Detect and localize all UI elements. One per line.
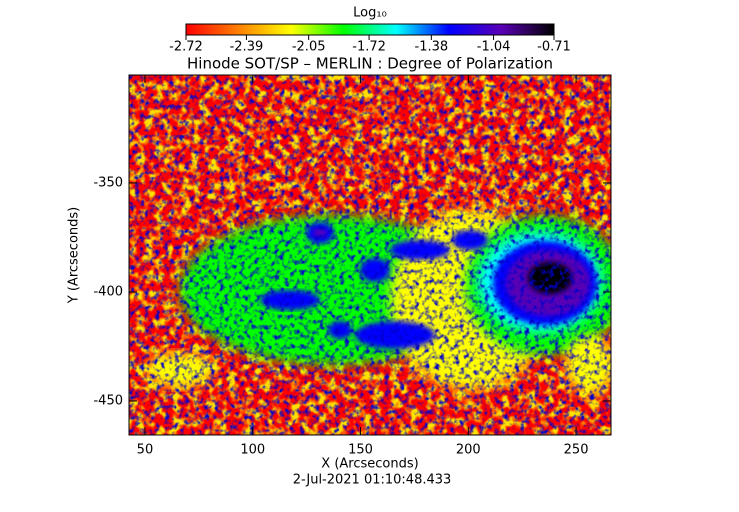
- x-tick-label: 200: [456, 443, 481, 458]
- x-axis-label: X (Arcseconds): [321, 457, 418, 472]
- colorbar-tick-label: -1.38: [415, 40, 449, 55]
- x-tick-label: 100: [240, 443, 265, 458]
- colorbar-tick-label: -0.71: [537, 40, 571, 55]
- y-tick-label: -450: [93, 393, 123, 408]
- y-axis-label: Y (Arcseconds): [67, 207, 82, 304]
- colorbar-tick-label: -2.39: [230, 40, 264, 55]
- x-tick-label: 250: [564, 443, 589, 458]
- x-tick-label: 150: [348, 443, 373, 458]
- colorbar-tick-label: -1.04: [477, 40, 511, 55]
- colorbar-label: Log₁₀: [353, 6, 387, 21]
- chart-title: Hinode SOT/SP – MERLIN : Degree of Polar…: [187, 55, 553, 73]
- timestamp: 2-Jul-2021 01:10:48.433: [293, 473, 452, 488]
- y-tick-label: -350: [93, 175, 123, 190]
- map-grain: [129, 75, 611, 435]
- x-tick-label: 50: [137, 443, 154, 458]
- colorbar-tick-label: -2.72: [169, 40, 203, 55]
- plot-frame: [128, 74, 612, 436]
- polarization-map: [129, 75, 611, 435]
- colorbar-tick-label: -2.05: [292, 40, 326, 55]
- y-tick-label: -400: [93, 284, 123, 299]
- colorbar: [185, 23, 555, 36]
- colorbar-tick-label: -1.72: [352, 40, 386, 55]
